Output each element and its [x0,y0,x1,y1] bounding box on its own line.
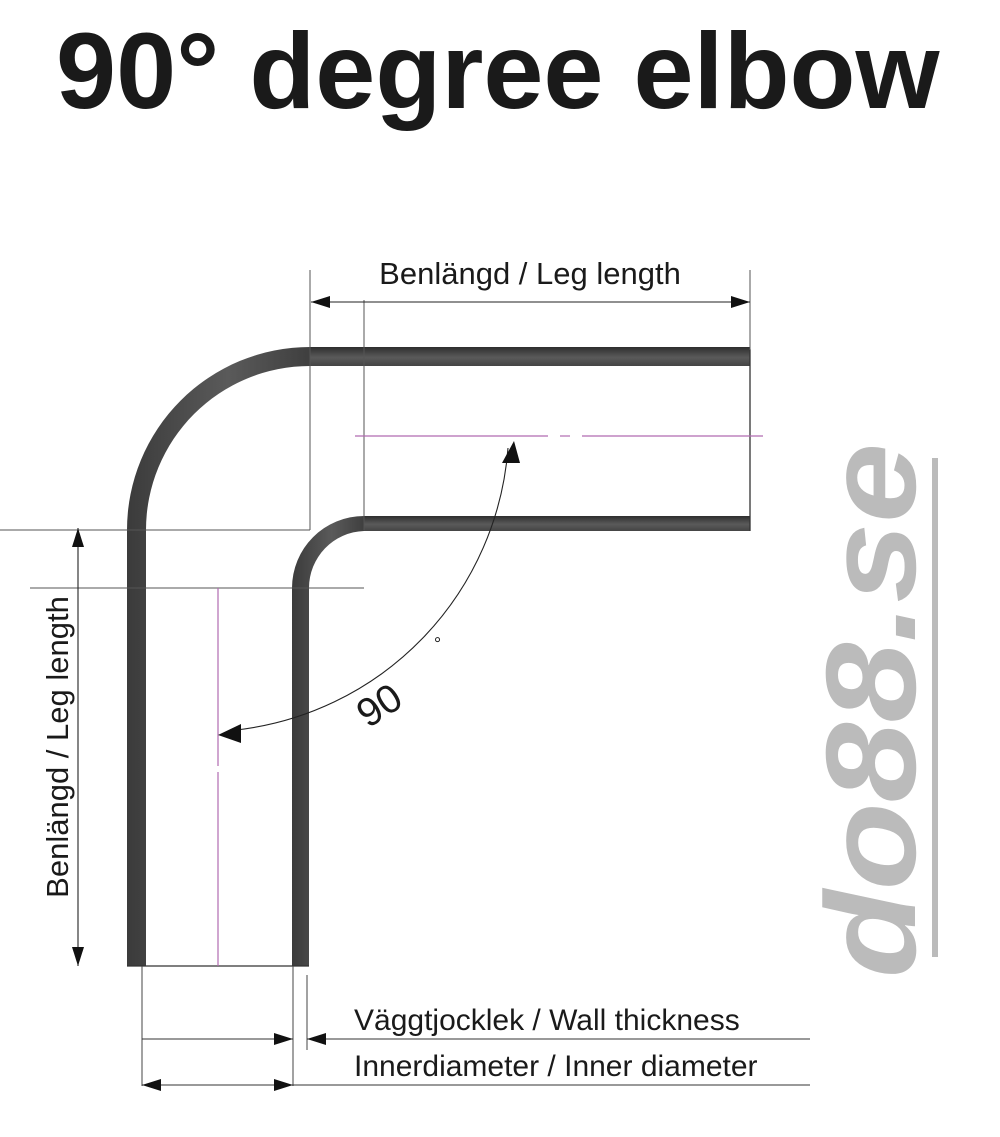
svg-text:Benlängd / Leg length: Benlängd / Leg length [379,256,681,291]
svg-text:Innerdiameter / Inner diameter: Innerdiameter / Inner diameter [354,1050,758,1083]
svg-text:Väggtjocklek / Wall thickness: Väggtjocklek / Wall thickness [354,1004,740,1037]
svg-text:do88.se: do88.se [800,443,943,978]
svg-text:90° degree elbow: 90° degree elbow [56,10,941,131]
svg-text:Benlängd / Leg length: Benlängd / Leg length [40,596,75,898]
